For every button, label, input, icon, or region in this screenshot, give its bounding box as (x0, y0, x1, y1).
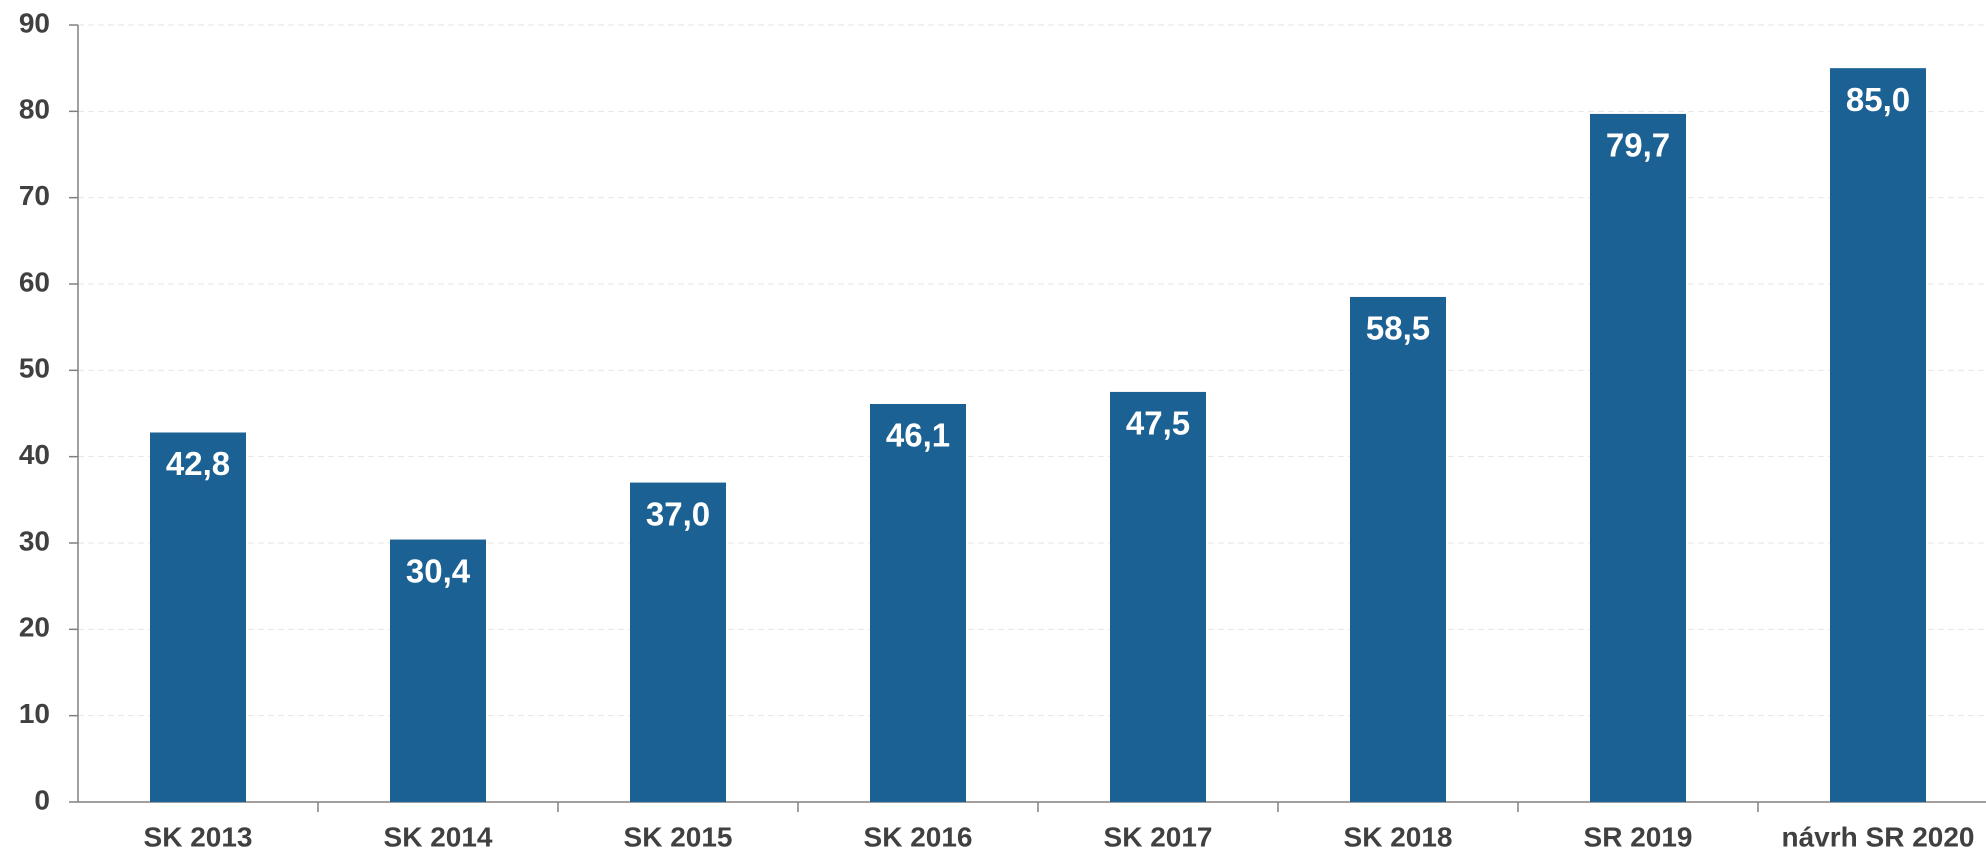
x-tick-label: SK 2018 (1344, 821, 1453, 852)
y-tick-label: 10 (19, 698, 50, 729)
y-tick-label: 90 (19, 7, 50, 38)
data-label: 47,5 (1126, 405, 1190, 442)
bar (870, 404, 966, 802)
y-tick-label: 80 (19, 94, 50, 125)
y-tick-label: 70 (19, 180, 50, 211)
data-label: 46,1 (886, 417, 950, 454)
y-tick-label: 30 (19, 525, 50, 556)
y-tick-label: 40 (19, 439, 50, 470)
data-label: 58,5 (1366, 310, 1430, 347)
x-tick-label: SK 2014 (384, 821, 493, 852)
y-tick-label: 60 (19, 266, 50, 297)
x-tick-label: SR 2019 (1584, 821, 1693, 852)
data-label: 85,0 (1846, 81, 1910, 118)
data-label: 79,7 (1606, 127, 1670, 164)
bar (1590, 113, 1686, 802)
data-label: 42,8 (166, 445, 230, 482)
data-label: 30,4 (406, 552, 471, 589)
y-tick-label: 50 (19, 353, 50, 384)
bar (1830, 68, 1926, 802)
bar (390, 539, 486, 802)
x-tick-label: SK 2016 (864, 821, 973, 852)
bar (150, 432, 246, 802)
x-tick-label: SK 2015 (624, 821, 733, 852)
data-label: 37,0 (646, 495, 710, 532)
x-tick-label: SK 2017 (1104, 821, 1213, 852)
x-tick-label: SK 2013 (144, 821, 253, 852)
bar (1350, 296, 1446, 802)
bar (630, 482, 726, 802)
y-tick-label: 0 (34, 784, 50, 815)
x-tick-label: návrh SR 2020 (1782, 821, 1975, 852)
y-tick-label: 20 (19, 612, 50, 643)
bar (1110, 391, 1206, 802)
